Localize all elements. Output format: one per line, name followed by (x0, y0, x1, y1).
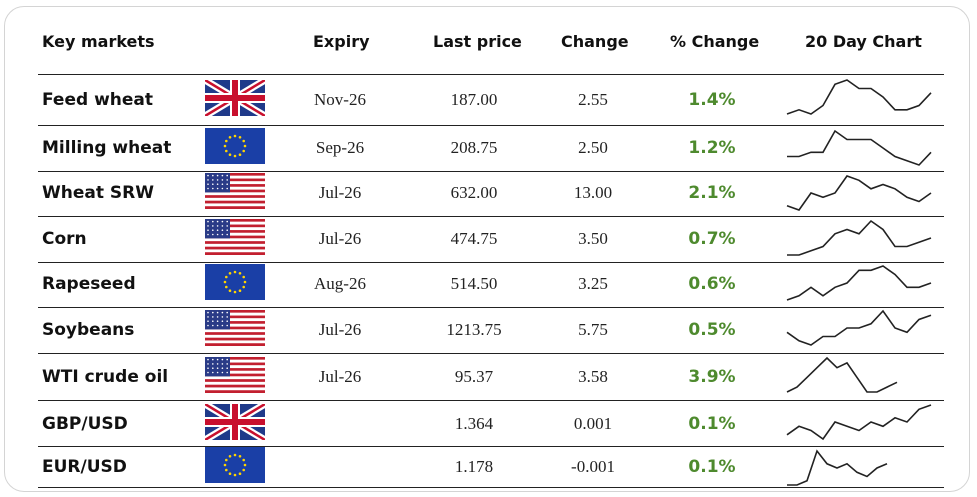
row-divider (38, 353, 944, 354)
change-value: -0.001 (571, 457, 615, 476)
sparkline-series (786, 356, 898, 393)
row-divider (38, 446, 944, 447)
pct-change-value: 0.6% (688, 274, 736, 294)
row-divider (38, 171, 944, 172)
market-name: EUR/USD (42, 457, 127, 477)
sparkline-series (787, 219, 932, 256)
sparkline-chart (786, 175, 932, 211)
pct-change-value: 0.7% (688, 229, 736, 249)
change-value: 13.00 (573, 183, 613, 202)
row-divider (38, 216, 944, 217)
expiry-value: Sep-26 (315, 138, 365, 157)
sparkline-series (787, 449, 888, 486)
uk-flag-icon (203, 400, 267, 444)
pct-change-value: 1.4% (688, 90, 736, 110)
sparkline-series (786, 309, 932, 346)
market-name: Milling wheat (42, 138, 172, 158)
eu-flag-icon (205, 128, 265, 168)
last-price-value: 1.178 (454, 457, 494, 476)
pct-change-value: 3.9% (688, 367, 736, 387)
sparkline-chart (786, 79, 932, 115)
market-name: Feed wheat (42, 90, 154, 110)
last-price-value: 1213.75 (446, 320, 502, 339)
header-change: Change (561, 32, 629, 51)
expiry-value: Jul-26 (318, 320, 362, 339)
change-value: 2.55 (578, 90, 608, 109)
market-name: WTI crude oil (42, 367, 169, 387)
change-value: 3.50 (578, 229, 608, 248)
last-price-value: 514.50 (450, 274, 498, 293)
sparkline-chart (787, 129, 932, 166)
sparkline-series (786, 79, 932, 115)
row-divider (38, 74, 944, 75)
header-last-price: Last price (433, 32, 522, 51)
market-name: Wheat SRW (42, 183, 154, 203)
sparkline-chart (786, 265, 932, 301)
sparkline-chart (787, 449, 888, 486)
markets-card (4, 6, 970, 492)
last-price-value: 632.00 (450, 183, 498, 202)
us-flag-icon (205, 219, 265, 259)
sparkline-series (786, 265, 932, 301)
last-price-value: 1.364 (454, 414, 494, 433)
expiry-value: Aug-26 (314, 274, 366, 293)
change-value: 0.001 (573, 414, 613, 433)
sparkline-chart (786, 356, 898, 393)
row-divider (38, 125, 944, 126)
market-name: Rapeseed (42, 274, 136, 294)
change-value: 3.25 (578, 274, 608, 293)
sparkline-series (786, 404, 932, 441)
pct-change-value: 1.2% (688, 138, 736, 158)
sparkline-series (786, 175, 932, 211)
header-expiry: Expiry (313, 32, 370, 51)
us-flag-icon (205, 310, 265, 350)
eu-flag-icon (205, 447, 265, 487)
last-price-value: 95.37 (454, 367, 494, 386)
pct-change-value: 0.1% (688, 457, 736, 477)
row-divider (38, 487, 944, 488)
header-chart: 20 Day Chart (805, 32, 922, 51)
row-divider (38, 262, 944, 263)
eu-flag-icon (205, 264, 265, 304)
header-pct-change: % Change (670, 32, 760, 51)
header-market: Key markets (42, 32, 155, 51)
last-price-value: 208.75 (450, 138, 498, 157)
market-name: Corn (42, 229, 87, 249)
expiry-value: Jul-26 (318, 229, 362, 248)
sparkline-chart (787, 219, 932, 256)
table-header: Key markets Expiry Last price Change % C… (0, 0, 977, 74)
us-flag-icon (205, 357, 265, 397)
market-name: GBP/USD (42, 414, 128, 434)
sparkline-chart (786, 309, 932, 346)
last-price-value: 474.75 (450, 229, 498, 248)
pct-change-value: 0.1% (688, 414, 736, 434)
last-price-value: 187.00 (450, 90, 498, 109)
uk-flag-icon (203, 76, 267, 120)
market-name: Soybeans (42, 320, 135, 340)
row-divider (38, 307, 944, 308)
sparkline-series (787, 129, 932, 166)
change-value: 2.50 (578, 138, 608, 157)
row-divider (38, 400, 944, 401)
expiry-value: Jul-26 (318, 183, 362, 202)
change-value: 5.75 (578, 320, 608, 339)
us-flag-icon (205, 173, 265, 213)
expiry-value: Nov-26 (314, 90, 366, 109)
pct-change-value: 0.5% (688, 320, 736, 340)
expiry-value: Jul-26 (318, 367, 362, 386)
sparkline-chart (786, 404, 932, 441)
change-value: 3.58 (578, 367, 608, 386)
pct-change-value: 2.1% (688, 183, 736, 203)
